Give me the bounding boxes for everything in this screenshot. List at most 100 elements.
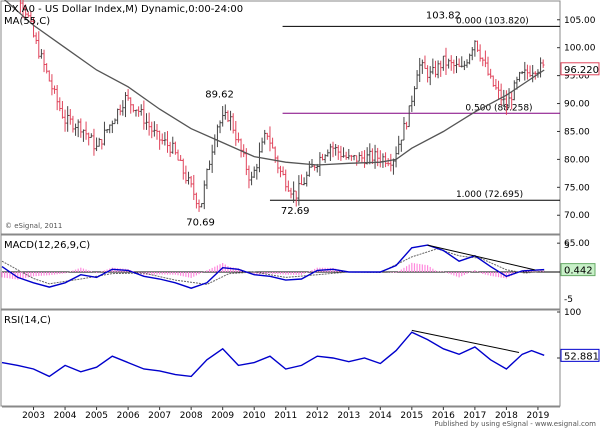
price-bar xyxy=(74,123,77,136)
x-tick-label: 2004 xyxy=(54,411,77,421)
price-bar xyxy=(460,56,464,68)
price-bar xyxy=(263,129,267,145)
price-bar xyxy=(289,187,293,199)
price-bar xyxy=(226,110,230,123)
price-bar xyxy=(97,137,101,147)
price-bar xyxy=(407,105,411,128)
price-bar xyxy=(121,100,125,116)
price-bar xyxy=(510,91,513,110)
price-bar xyxy=(205,168,209,190)
price-bar xyxy=(166,131,169,153)
price-bar xyxy=(400,139,403,152)
price-bar xyxy=(368,143,372,165)
x-tick-label: 2008 xyxy=(180,411,203,421)
price-bar xyxy=(71,115,75,133)
price-bar xyxy=(447,58,450,69)
price-bar xyxy=(392,158,395,175)
price-bar xyxy=(105,129,109,134)
macd-line xyxy=(1,244,545,289)
price-bar xyxy=(271,137,274,149)
price-bar xyxy=(234,120,238,146)
price-bar xyxy=(171,136,175,154)
price-bar xyxy=(279,165,282,178)
price-bar xyxy=(92,128,96,156)
macd-last-value-box xyxy=(560,263,596,277)
price-bar xyxy=(394,146,398,168)
price-bar xyxy=(276,155,280,174)
rsi-last-value: 52.881 xyxy=(564,351,599,362)
price-bar xyxy=(113,118,117,125)
price-bar xyxy=(436,60,440,79)
x-tick-label: 2005 xyxy=(85,411,108,421)
price-bar xyxy=(116,108,119,125)
price-bar xyxy=(360,151,364,164)
price-bar xyxy=(470,47,474,61)
price-bar xyxy=(124,92,127,118)
price-bar xyxy=(32,17,35,38)
price-bar xyxy=(344,151,348,160)
price-bar xyxy=(518,71,521,82)
price-bar xyxy=(444,47,448,75)
price-bar xyxy=(176,149,180,161)
price-bar xyxy=(61,101,64,119)
price-bar xyxy=(45,63,48,74)
price-bar xyxy=(47,70,51,82)
fib-level-label: 0.000 (103.820) xyxy=(456,16,529,26)
price-bar xyxy=(184,165,188,184)
fib-level-label: 1.000 (72.695) xyxy=(456,190,523,200)
ma-55-line xyxy=(3,0,545,166)
price-bar xyxy=(486,56,490,76)
x-tick-label: 2015 xyxy=(400,411,423,421)
x-tick-label: 2006 xyxy=(117,411,140,421)
price-bar xyxy=(69,109,72,125)
x-tick-label: 2012 xyxy=(306,411,329,421)
price-bar xyxy=(19,0,22,13)
price-bar xyxy=(197,199,201,212)
price-bar xyxy=(457,58,461,67)
price-layer: 0.000 (103.820) 0.500 (88.258) 1.000 (72.6… xyxy=(3,0,560,228)
price-bar xyxy=(499,83,503,106)
price-bar xyxy=(281,166,285,176)
price-bar xyxy=(331,141,335,158)
ma-overlay-label: MA(55,C) xyxy=(4,16,50,27)
price-bar xyxy=(40,49,43,59)
price-bar xyxy=(24,4,27,20)
rsi-y-tick-label: 100 xyxy=(564,308,581,318)
price-bar xyxy=(229,110,232,131)
price-bar xyxy=(478,44,482,62)
price-bar xyxy=(421,59,424,74)
price-bar xyxy=(531,65,534,83)
price-bar xyxy=(405,121,408,130)
macd-y-tick-label: -5 xyxy=(564,295,573,305)
price-bar xyxy=(386,158,390,167)
price-bar xyxy=(292,181,295,203)
price-annotation: 89.62 xyxy=(205,90,234,101)
x-tick-label: 2016 xyxy=(432,411,455,421)
price-bar xyxy=(163,132,167,146)
price-bar xyxy=(334,143,337,156)
price-bar xyxy=(528,65,532,78)
price-bar xyxy=(53,85,56,94)
price-bar xyxy=(431,58,435,75)
price-bar xyxy=(321,153,324,161)
price-bar xyxy=(255,163,259,180)
price-bar xyxy=(473,40,477,57)
price-bar xyxy=(218,120,222,134)
price-bar xyxy=(413,86,416,107)
price-bar xyxy=(208,160,211,171)
price-bar xyxy=(305,171,309,187)
price-bar xyxy=(268,126,272,152)
price-bar xyxy=(494,79,498,90)
x-tick-label: 2014 xyxy=(369,411,392,421)
price-bar xyxy=(329,143,332,162)
price-bar xyxy=(439,60,443,77)
x-tick-label: 2010 xyxy=(243,411,266,421)
rsi-last-value-box xyxy=(560,348,600,362)
price-bar xyxy=(50,74,54,96)
price-bar xyxy=(363,150,366,168)
price-bar xyxy=(129,97,133,114)
price-bar xyxy=(476,40,479,52)
price-bar xyxy=(179,154,182,161)
price-bar xyxy=(100,139,104,150)
